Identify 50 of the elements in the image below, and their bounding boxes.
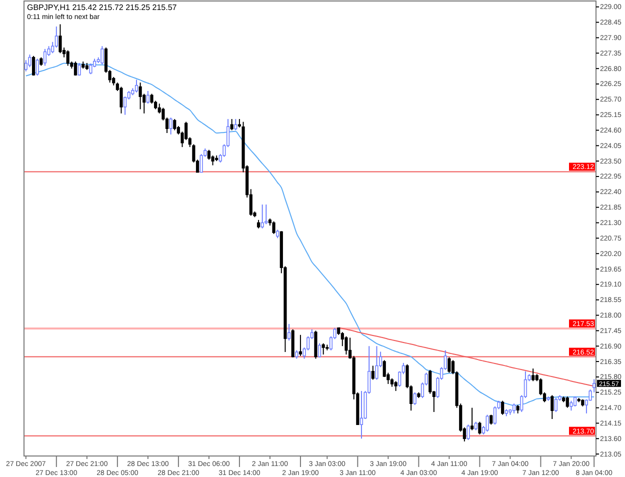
candlestick	[74, 61, 78, 76]
candlestick	[466, 424, 470, 441]
candlestick	[344, 336, 348, 356]
candlestick	[32, 55, 36, 76]
candlestick	[573, 396, 577, 407]
candlestick	[234, 118, 238, 131]
candlestick	[413, 392, 416, 406]
candlestick	[169, 117, 172, 135]
candlestick	[322, 342, 325, 356]
candlestick	[532, 368, 535, 382]
candlestick	[550, 394, 554, 420]
candlestick	[120, 86, 123, 114]
candlestick	[493, 406, 496, 426]
candlestick	[318, 342, 322, 358]
candlestick	[264, 204, 268, 225]
candlestick	[54, 26, 58, 48]
candlestick	[134, 79, 138, 93]
candlestick	[100, 46, 104, 65]
candlestick	[298, 334, 302, 356]
candlestick	[360, 390, 364, 440]
candlestick	[375, 346, 378, 380]
candlestick	[28, 54, 32, 68]
candlestick	[501, 400, 504, 416]
candlestick	[207, 149, 210, 160]
candlestick	[66, 50, 70, 66]
chart-title: GBPJPY,H1 215.42 215.72 215.25 215.57	[27, 3, 178, 12]
candlestick	[124, 96, 127, 116]
candlestick	[272, 220, 276, 234]
candlestick	[43, 48, 47, 66]
candlestick	[394, 380, 398, 392]
candlestick	[570, 400, 573, 412]
candlestick	[554, 397, 558, 412]
candlestick	[58, 24, 62, 54]
candlestick	[486, 414, 489, 432]
candlestick	[478, 421, 482, 435]
candlestick	[428, 369, 432, 394]
candlestick	[512, 403, 516, 414]
candlestick	[230, 118, 234, 131]
candlestick	[78, 62, 81, 76]
candlestick	[89, 63, 92, 75]
candlestick	[173, 118, 176, 131]
candlestick	[36, 58, 39, 76]
candlestick	[566, 396, 569, 408]
candlestick	[146, 90, 150, 104]
candlestick	[287, 323, 291, 341]
candlestick	[448, 356, 451, 374]
candlestick	[260, 204, 264, 229]
candlestick	[138, 82, 142, 110]
candlestick	[470, 407, 474, 431]
candlestick	[371, 365, 374, 380]
